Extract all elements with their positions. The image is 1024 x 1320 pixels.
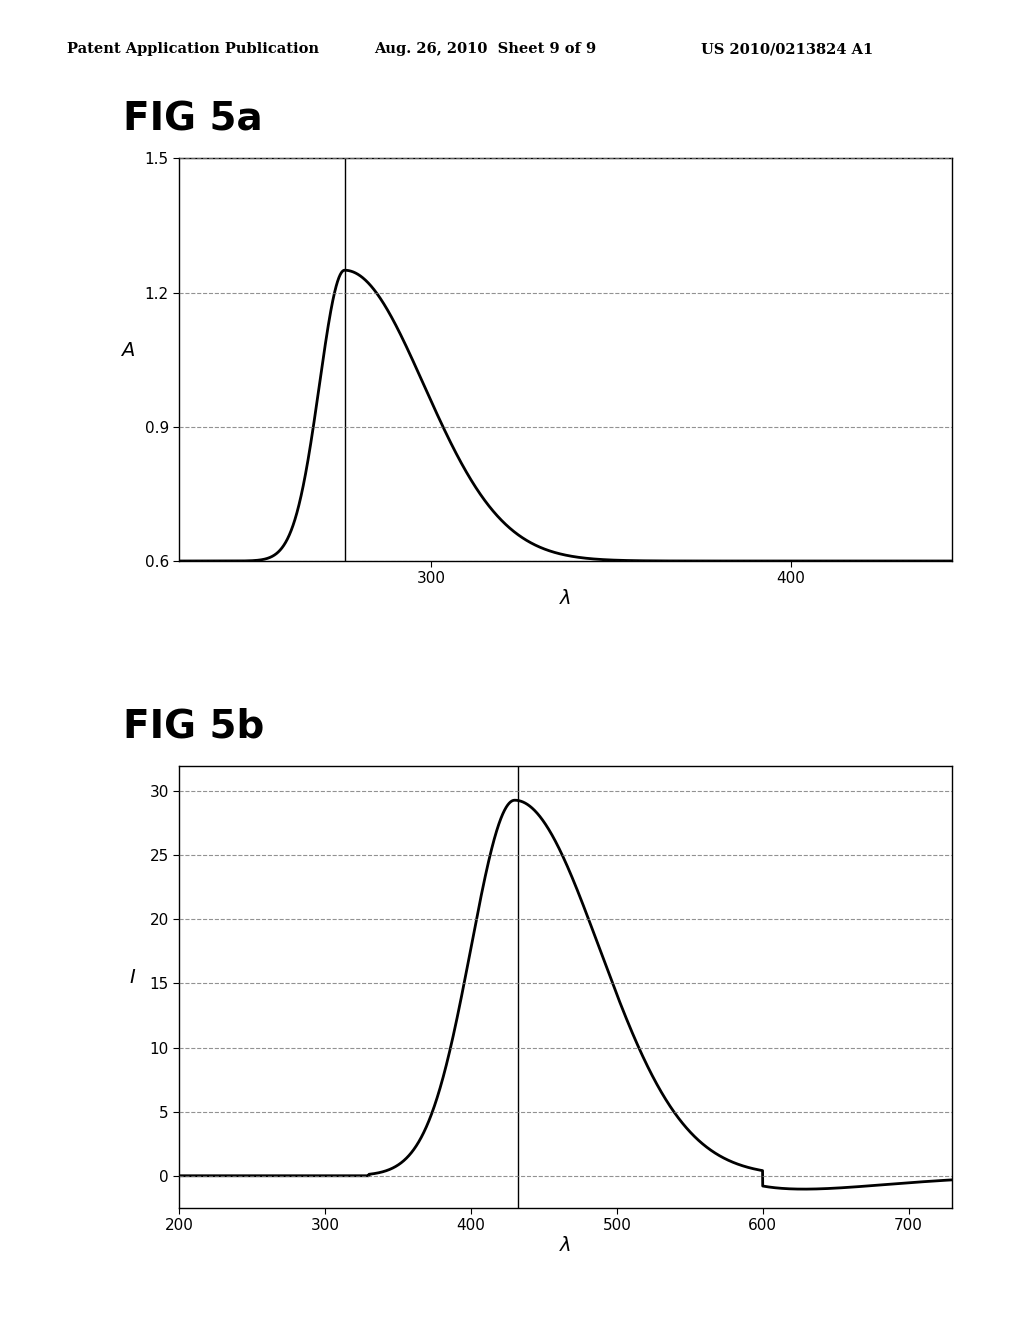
Text: FIG 5b: FIG 5b <box>123 708 264 746</box>
Text: US 2010/0213824 A1: US 2010/0213824 A1 <box>701 42 873 57</box>
Y-axis label: A: A <box>121 341 134 360</box>
X-axis label: λ: λ <box>560 1236 571 1255</box>
Text: FIG 5a: FIG 5a <box>123 100 262 139</box>
Text: Aug. 26, 2010  Sheet 9 of 9: Aug. 26, 2010 Sheet 9 of 9 <box>374 42 596 57</box>
X-axis label: λ: λ <box>560 589 571 609</box>
Y-axis label: I: I <box>130 968 135 986</box>
Text: Patent Application Publication: Patent Application Publication <box>67 42 318 57</box>
